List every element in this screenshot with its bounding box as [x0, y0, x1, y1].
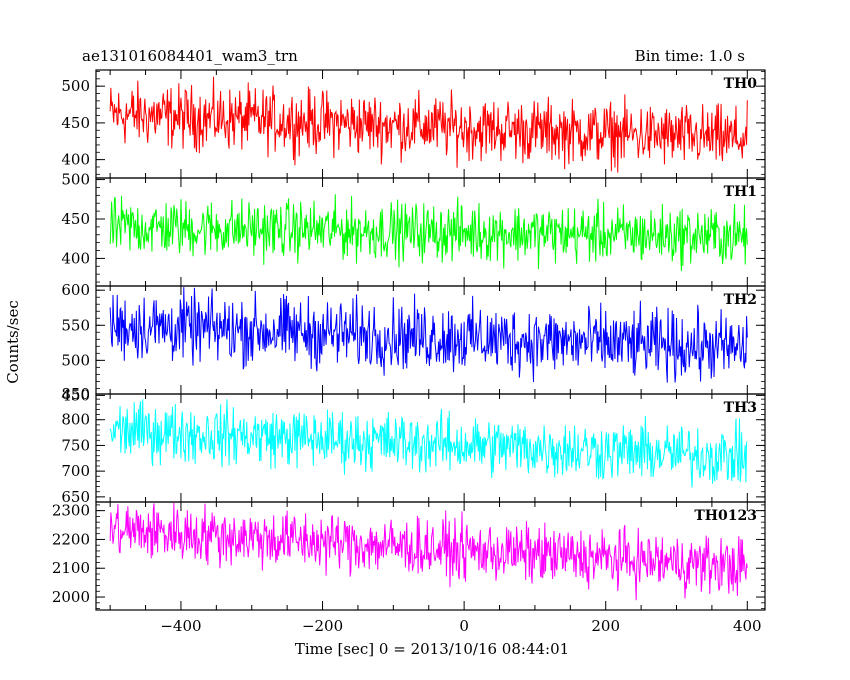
panel-th0123: 2000 2100 2200 2300 TH0123 — [52, 501, 766, 611]
panel-th0: 400 450 500 TH0 — [61, 69, 766, 179]
y-tick-label: 750 — [61, 436, 90, 454]
x-tick-label: 0 — [459, 617, 469, 635]
series-th0-line — [109, 76, 748, 173]
panel-th0123-label: TH0123 — [694, 508, 757, 524]
x-tick-label: 200 — [591, 617, 620, 635]
y-tick-label: 2000 — [52, 588, 90, 606]
series-th3-line — [109, 399, 748, 488]
panel-th3: 650 700 750 800 850 TH3 — [61, 385, 766, 506]
panel-th2-label: TH2 — [724, 292, 757, 308]
y-tick-label: 650 — [61, 488, 90, 506]
panel-th1-label: TH1 — [724, 184, 757, 200]
x-tick-label: −200 — [302, 617, 343, 635]
panel-th1: 400 450 500 TH1 — [61, 171, 766, 287]
panel-th2: 450 500 550 600 TH2 — [61, 281, 766, 404]
y-tick-label: 500 — [61, 77, 90, 95]
y-tick-label: 450 — [61, 386, 90, 404]
y-tick-label: 450 — [61, 114, 90, 132]
y-tick-label: 2200 — [52, 530, 90, 548]
bin-time-label: Bin time: 1.0 s — [635, 47, 745, 65]
y-tick-label: 2300 — [52, 502, 90, 520]
series-th0123-line — [109, 502, 748, 601]
y-tick-label: 500 — [61, 351, 90, 369]
y-tick-label: 400 — [61, 151, 90, 169]
x-axis: −400 −200 0 200 400 — [109, 70, 762, 635]
x-axis-label: Time [sec] 0 = 2013/10/16 08:44:01 — [295, 640, 569, 658]
series-th2-line — [109, 287, 748, 383]
y-tick-label: 700 — [61, 462, 90, 480]
y-tick-label: 600 — [61, 281, 90, 299]
y-axis-label: Counts/sec — [4, 300, 22, 384]
y-tick-label: 800 — [61, 411, 90, 429]
panel-th0-label: TH0 — [724, 76, 758, 92]
x-tick-label: 400 — [733, 617, 762, 635]
panel-th3-label: TH3 — [724, 400, 757, 416]
series-th1-line — [109, 194, 748, 272]
y-tick-label: 2100 — [52, 559, 90, 577]
y-tick-label: 400 — [61, 249, 90, 267]
y-tick-label: 500 — [61, 171, 90, 189]
panels-group: 400 450 500 TH0 400 450 500 TH1 450 500 550 600 TH2 6… — [52, 69, 766, 611]
x-tick-label: −400 — [160, 617, 201, 635]
y-tick-label: 550 — [61, 316, 90, 334]
panel-th0123-frame — [95, 501, 766, 611]
y-tick-label: 850 — [61, 385, 90, 403]
chart-title: ae131016084401_wam3_trn — [82, 47, 298, 65]
y-tick-label: 450 — [61, 210, 90, 228]
